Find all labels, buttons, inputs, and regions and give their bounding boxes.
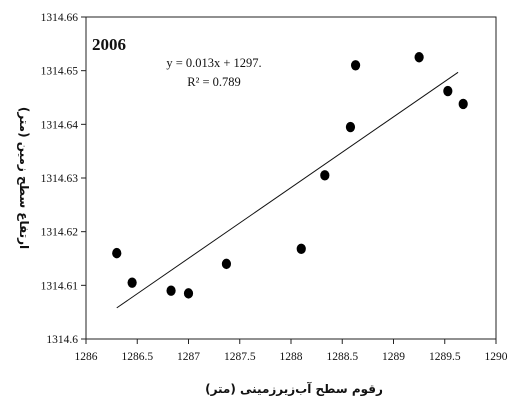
- data-point: [414, 52, 424, 63]
- x-tick-label: 1288: [280, 351, 303, 363]
- data-point: [183, 288, 194, 299]
- x-tick-label: 1287.5: [224, 351, 256, 363]
- y-axis-title: ارتفاع سطح زمین (متر): [17, 107, 31, 249]
- data-point: [458, 98, 468, 110]
- y-tick-label: 1314.64: [41, 119, 79, 131]
- x-tick-label: 1288.5: [326, 351, 358, 363]
- x-tick-label: 1287: [177, 351, 200, 363]
- data-point: [296, 243, 306, 255]
- data-point: [350, 60, 361, 71]
- x-tick-label: 1289: [382, 351, 405, 363]
- trend-r2: R² = 0.789: [187, 75, 241, 89]
- y-tick-label: 1314.65: [41, 66, 79, 78]
- x-tick-label: 1286.5: [121, 351, 153, 363]
- data-points: [112, 52, 468, 299]
- plot-area: [85, 16, 497, 340]
- x-tick-label: 1286: [75, 351, 98, 363]
- data-point: [320, 170, 330, 181]
- data-point: [112, 247, 122, 259]
- chart-title: 2006: [92, 35, 126, 54]
- data-point: [166, 285, 176, 296]
- trend-equation: y = 0.013x + 1297.: [166, 56, 261, 70]
- data-point: [221, 258, 232, 270]
- data-point: [443, 85, 453, 97]
- y-tick-label: 1314.61: [41, 280, 79, 292]
- y-axis-ticks: 1314.6 1314.61 1314.62 1314.63 1314.64 1314.6…: [41, 12, 86, 346]
- y-tick-label: 1314.63: [41, 173, 79, 185]
- trendline: [116, 71, 459, 309]
- y-tick-label: 1314.66: [41, 12, 79, 24]
- y-tick-label: 1314.6: [46, 334, 78, 346]
- x-tick-label: 1289.5: [429, 351, 461, 363]
- data-point: [345, 121, 356, 133]
- x-tick-label: 1290: [485, 351, 508, 363]
- x-axis-ticks: 1286 1286.5 1287 1287.5 1288 1288.5 1289 1289.5…: [75, 339, 508, 363]
- y-tick-label: 1314.62: [41, 227, 79, 239]
- data-point: [127, 277, 137, 288]
- x-axis-title: رقوم سطح آب‌زیرزمینی (متر): [205, 381, 383, 397]
